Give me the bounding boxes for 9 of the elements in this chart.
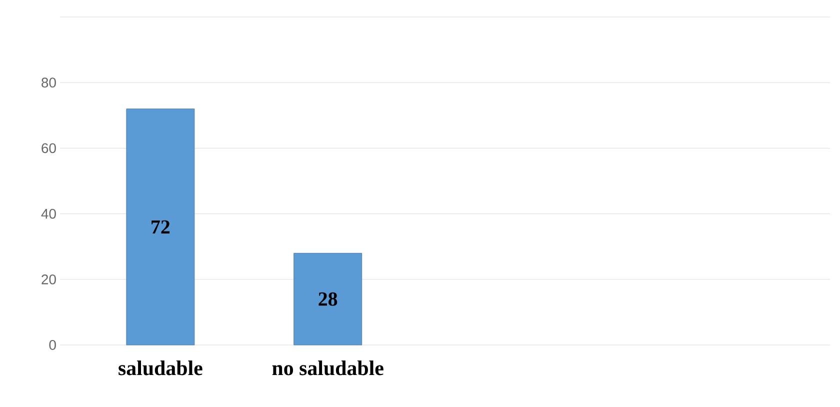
x-tick-label: no saludable	[272, 360, 384, 376]
y-tick-label: 0	[49, 340, 56, 350]
y-tick-label: 60	[42, 143, 56, 154]
data-label: 28	[318, 292, 338, 306]
y-tick-label: 40	[41, 208, 56, 219]
y-tick-label: 80	[42, 78, 56, 88]
data-label: 72	[152, 220, 170, 234]
x-tick-label: saludable	[118, 360, 202, 376]
y-tick-label: 20	[42, 274, 56, 284]
